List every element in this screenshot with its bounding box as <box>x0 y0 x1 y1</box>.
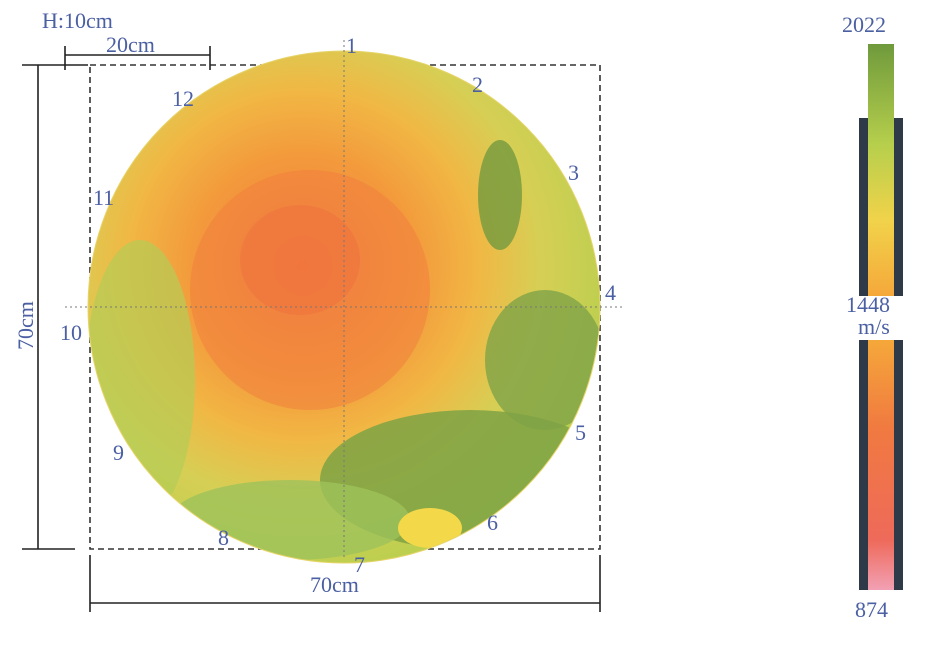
point-label: 10 <box>60 320 82 345</box>
scale-max-label: 2022 <box>842 12 886 37</box>
point-label: 1 <box>346 33 357 58</box>
point-label: 3 <box>568 160 579 185</box>
velocity-scale: 2022 1448 m/s 874 <box>842 12 903 622</box>
point-label: 4 <box>605 280 616 305</box>
point-label: 5 <box>575 420 586 445</box>
side-dimension-label: 70cm <box>13 301 38 350</box>
point-label: 7 <box>354 552 365 577</box>
scale-unit-label: m/s <box>858 314 890 339</box>
height-note-label: H:10cm <box>42 8 113 33</box>
point-label: 9 <box>113 440 124 465</box>
point-label: 6 <box>487 510 498 535</box>
point-label: 8 <box>218 525 229 550</box>
scale-min-label: 874 <box>855 597 888 622</box>
scale-mid-label: 1448 <box>846 292 890 317</box>
point-label: 12 <box>172 86 194 111</box>
point-label: 2 <box>472 72 483 97</box>
point-label: 11 <box>93 185 114 210</box>
inner-width-label: 20cm <box>106 32 155 57</box>
bottom-dimension-label: 70cm <box>310 572 359 597</box>
